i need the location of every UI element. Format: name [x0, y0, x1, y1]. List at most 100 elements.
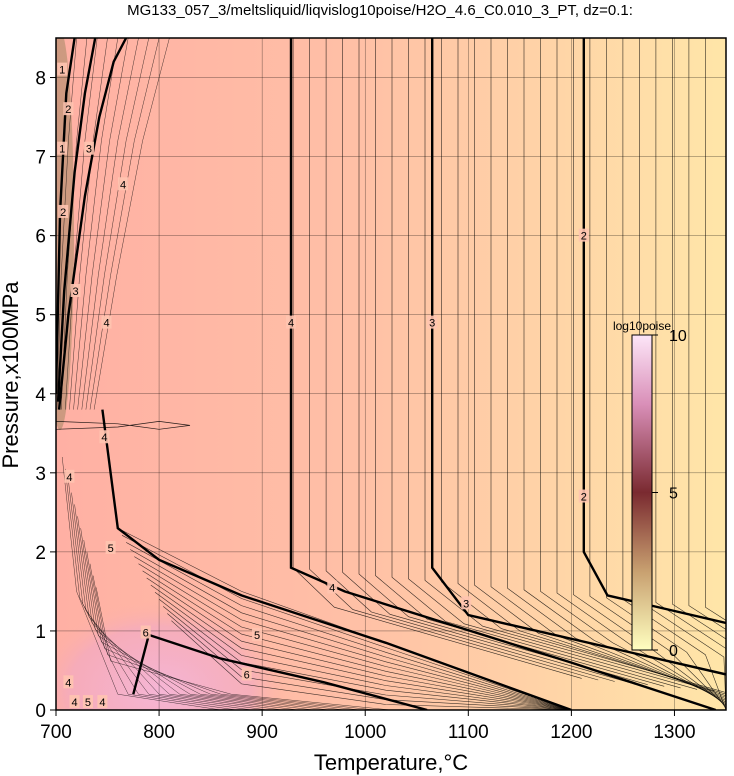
colorbar-tick-label: 10 — [669, 328, 687, 345]
colorbar: log10poise 0 5 10 — [613, 319, 687, 660]
contour-label: 4 — [66, 472, 72, 484]
y-axis-ticks: 0 1 2 3 4 5 6 7 8 — [35, 69, 56, 722]
contour-label-bg — [578, 489, 589, 503]
minor-contour — [77, 38, 129, 410]
minor-contour — [73, 38, 119, 410]
minor-contour — [457, 38, 726, 695]
contour-label: 3 — [73, 286, 79, 298]
x-axis-label: Temperature,°C — [314, 750, 468, 775]
y-tick-label: 7 — [35, 148, 46, 169]
contour-label-bg — [241, 667, 252, 681]
minor-contour — [69, 38, 108, 410]
minor-contour — [83, 539, 330, 710]
contour-label-bg — [83, 141, 94, 155]
minor-contour — [342, 38, 632, 684]
minor-contour — [130, 549, 572, 710]
contour-label-bg — [286, 315, 297, 329]
y-tick-label: 1 — [35, 622, 46, 643]
y-tick-label: 4 — [35, 385, 46, 406]
minor-contour — [589, 38, 726, 708]
contour-label-bg — [82, 695, 93, 709]
contour-line-4 — [57, 38, 128, 410]
y-tick-label: 2 — [35, 543, 46, 564]
x-tick-label: 1100 — [448, 722, 489, 743]
contour-label: 3 — [429, 318, 435, 330]
contour-label: 2 — [581, 231, 587, 243]
y-tick-label: 0 — [35, 701, 46, 722]
minor-contour — [639, 38, 726, 710]
contour-label: 1 — [59, 65, 65, 77]
contour-label: 4 — [288, 318, 294, 330]
minor-contour — [89, 563, 361, 710]
contour-label-bg — [461, 596, 472, 610]
colorbar-tick-label: 5 — [669, 486, 678, 503]
minor-contour — [167, 613, 572, 710]
contour-label: 4 — [120, 179, 126, 191]
colorbar-title: log10poise — [613, 319, 671, 333]
contour-label-bg — [64, 469, 75, 483]
x-axis-ticks: 700 800 900 1000 1100 1200 1300 — [40, 710, 696, 743]
minor-contours — [56, 38, 726, 710]
contour-label: 6 — [143, 628, 149, 640]
minor-contour — [154, 591, 572, 710]
minor-contour — [171, 620, 572, 710]
contour-line-2 — [582, 38, 726, 625]
x-tick-label: 700 — [40, 722, 72, 743]
contour-label: 5 — [254, 630, 260, 642]
y-axis-label: Pressure,x100MPa — [0, 281, 23, 469]
contour-label: 2 — [65, 104, 71, 116]
minor-contour — [68, 480, 252, 710]
minor-contour — [408, 38, 698, 690]
contour-label: 4 — [99, 697, 105, 709]
minor-contour — [142, 570, 572, 710]
contour-label-bg — [99, 430, 110, 444]
minor-contour — [705, 38, 726, 710]
minor-contour — [573, 38, 726, 706]
minor-contour — [441, 38, 726, 693]
x-tick-label: 900 — [246, 722, 278, 743]
minor-contour — [146, 577, 572, 710]
y-tick-label: 5 — [35, 306, 46, 327]
minor-contour — [74, 504, 283, 710]
contour-label: 5 — [108, 543, 114, 555]
minor-contour — [80, 528, 314, 710]
minor-contour — [375, 38, 665, 687]
contour-label-bg — [97, 695, 108, 709]
y-tick-label: 3 — [35, 464, 46, 485]
contour-label: 4 — [329, 582, 335, 594]
minor-contour — [688, 38, 726, 710]
minor-contour — [163, 606, 572, 710]
colorbar-gradient — [631, 334, 653, 651]
minor-contour — [138, 563, 572, 710]
chart-title: MG133_057_3/meltsliquid/liqvislog10poise… — [127, 2, 633, 19]
minor-contour — [424, 38, 714, 692]
contour-label-bg — [252, 627, 262, 641]
minor-contour — [92, 575, 376, 710]
colorbar-tick-label: 0 — [669, 643, 678, 660]
y-tick-label: 6 — [35, 227, 46, 248]
contour-label: 4 — [103, 318, 109, 330]
minor-contour — [134, 556, 572, 710]
contour-label-bg — [140, 625, 151, 639]
contour-label-bg — [327, 580, 338, 594]
contour-label-bg — [427, 315, 438, 329]
contour-label: 4 — [101, 432, 107, 444]
contour-label-bg — [63, 675, 74, 689]
minor-contour — [121, 535, 572, 710]
contour-label-bg — [57, 141, 68, 155]
minor-contour — [89, 38, 160, 410]
x-tick-label: 1200 — [550, 722, 592, 743]
contour-label: 3 — [463, 598, 469, 610]
contour-label-bg — [58, 204, 69, 218]
minor-contour — [391, 38, 681, 689]
minor-contour — [622, 38, 726, 710]
minor-contour — [358, 38, 648, 685]
minor-contour — [672, 38, 726, 710]
x-tick-label: 1000 — [344, 722, 386, 743]
minor-contour — [523, 38, 726, 701]
minor-contour — [56, 421, 191, 430]
contour-label: 2 — [581, 492, 587, 504]
contour-label-bg — [105, 540, 116, 554]
